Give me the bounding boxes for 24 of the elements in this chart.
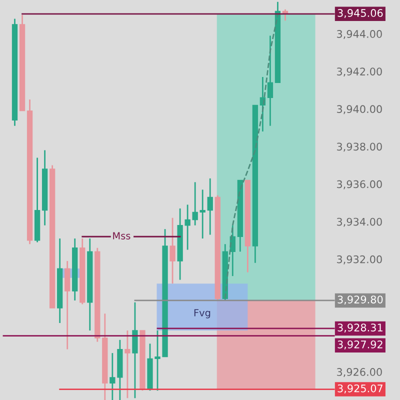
y-tick-label: 3,940.00 xyxy=(337,105,382,114)
ref-line-label: 3,928.31 xyxy=(338,324,382,333)
candlestick xyxy=(267,34,274,127)
y-tick-label: 3,932.00 xyxy=(337,255,382,264)
candlestick xyxy=(170,217,176,284)
y-tick-label: 3,944.00 xyxy=(337,30,382,39)
candlestick xyxy=(64,260,70,350)
band-label: Fvg xyxy=(194,309,210,318)
candlestick xyxy=(124,330,130,399)
ref-line-label: 3,945.06 xyxy=(338,9,383,18)
ref-line-label: 3,925.07 xyxy=(338,384,382,394)
legend-label: 3,927.92 xyxy=(338,340,382,350)
y-tick-label: 3,938.00 xyxy=(337,142,382,152)
candlestick xyxy=(207,178,213,236)
candlestick xyxy=(192,181,198,226)
line-series xyxy=(224,14,278,300)
ref-line-label: Mss xyxy=(113,232,130,240)
y-tick-label: 3,934.00 xyxy=(337,218,382,227)
y-tick-label: 3,942.00 xyxy=(337,68,382,77)
candlestick xyxy=(200,188,206,240)
y-tick-label: 3,936.00 xyxy=(337,180,382,190)
ref-line-label: 3,929.80 xyxy=(338,296,383,305)
candlestick xyxy=(132,302,138,399)
y-tick-label: 3,926.00 xyxy=(337,368,382,377)
